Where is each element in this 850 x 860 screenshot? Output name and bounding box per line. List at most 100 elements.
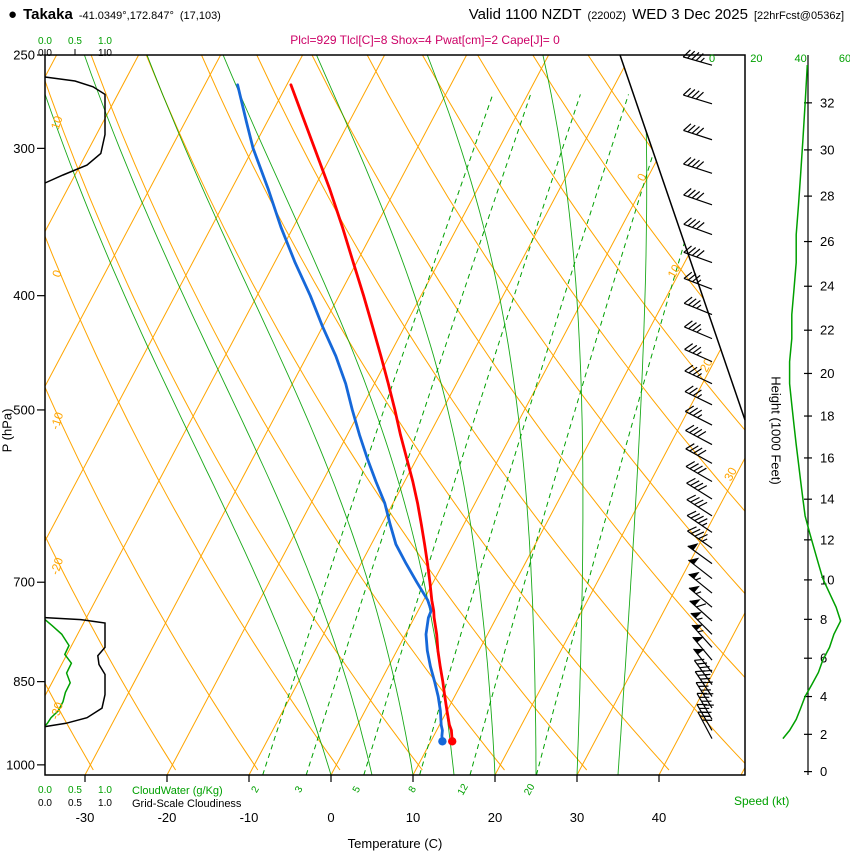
wind-barb	[687, 526, 713, 549]
cloudiness-outlines	[44, 76, 106, 728]
height-tick-label: 0	[820, 764, 827, 779]
cloudwater-scale-top: 0.0 0.5 1.0	[30, 37, 120, 47]
height-tick-label: 12	[820, 532, 834, 547]
station-grid-point: (17,103)	[179, 10, 221, 22]
cloudiness-tick: 0.0	[38, 798, 52, 809]
height-tick-label: 2	[820, 727, 827, 742]
cloudwater-tick: 0.5	[68, 36, 82, 47]
speed-axis-label: Speed (kt)	[734, 794, 790, 808]
height-tick-label: 16	[820, 450, 834, 465]
wind-barb	[685, 460, 713, 483]
temperature-tick-label: -10	[240, 810, 259, 825]
station-marker-icon: ●	[8, 6, 18, 23]
wind-barb	[696, 703, 713, 731]
mixing-ratio-label: 2	[250, 784, 263, 795]
wind-barb	[691, 624, 713, 648]
wind-barb	[683, 188, 713, 206]
wind-barb	[682, 49, 713, 66]
cloudiness-scale-bottom: 0.0 0.5 1.0 Grid-Scale Cloudiness	[30, 798, 241, 810]
wind-barb	[683, 156, 713, 174]
valid-zulu: (2200Z)	[587, 10, 627, 22]
grid-scale-cloudiness-profile	[44, 76, 106, 184]
mixing-ratio-label: 8	[407, 784, 420, 795]
forecast-tag: [22hrFcst@0536z]	[753, 10, 844, 22]
dry-adiabat-label: 10	[48, 114, 66, 131]
surface-dewpoint-dot	[438, 737, 447, 746]
speed-tick-label: 0	[709, 53, 715, 65]
grid-scale-cloudiness-profile	[44, 616, 106, 728]
pressure-tick-label: 700	[13, 575, 35, 590]
wind-barb	[683, 217, 713, 236]
cloudiness-tick: 0.5	[68, 798, 82, 809]
pressure-tick-label: 500	[13, 402, 35, 417]
wind-barb	[688, 571, 713, 594]
pressure-tick-label: 850	[13, 674, 35, 689]
dry-adiabat-label: -30	[47, 700, 66, 721]
height-axis-label: Height (1000 Feet)	[768, 376, 784, 485]
wind-barb	[683, 123, 713, 141]
isotherm-label: 0	[634, 171, 650, 184]
pressure-tick-label: 400	[13, 288, 35, 303]
wind-barb	[690, 612, 713, 635]
pressure-tick-label: 1000	[6, 757, 35, 772]
wind-barb	[693, 658, 713, 685]
surface-temperature-dot	[448, 737, 457, 746]
height-tick-label: 22	[820, 323, 834, 338]
temperature-tick-label: 20	[488, 810, 502, 825]
stability-indices: Plcl=929 Tlcl[C]=8 Shox=4 Pwat[cm]=2 Cap…	[290, 33, 560, 47]
isotherm-label: 10	[665, 262, 684, 281]
height-tick-label: 28	[820, 189, 834, 204]
wind-barbs	[682, 49, 714, 739]
speed-tick-label: 40	[795, 53, 807, 65]
height-tick-label: 10	[820, 572, 834, 587]
cloudwater-axis-label: CloudWater (g/Kg)	[132, 785, 223, 797]
wind-barb	[683, 271, 713, 290]
dry-adiabat-label: -10	[48, 410, 67, 431]
title-bar: ● Takaka -41.0349°,172.847° (17,103) Val…	[8, 6, 844, 23]
corner-cut-line	[619, 54, 746, 421]
wind-barb	[687, 543, 713, 565]
dewpoint-curve	[236, 83, 444, 743]
mixing-ratio-label: 20	[522, 782, 537, 798]
temperature-tick-label: 30	[570, 810, 584, 825]
valid-date: WED 3 Dec 2025	[632, 6, 748, 23]
height-tick-label: 14	[820, 492, 834, 507]
mixing-ratio-lines	[262, 94, 729, 775]
dry-adiabat-label: -20	[48, 555, 67, 576]
valid-time: Valid 1100 NZDT	[468, 6, 582, 23]
isotherm-label: 30	[721, 465, 740, 484]
wind-barb	[686, 510, 713, 533]
dry-adiabats	[45, 55, 745, 771]
isotherm-label: 20	[697, 356, 716, 375]
wind-barb	[692, 636, 713, 661]
wind-barb	[684, 385, 713, 406]
grid-lines	[45, 55, 745, 775]
wind-barb	[685, 443, 713, 464]
pressure-axis-label: P (hPa)	[0, 408, 15, 453]
wind-barb	[685, 424, 713, 446]
wind-barb	[688, 585, 713, 608]
height-tick-label: 20	[820, 366, 834, 381]
wind-barb	[682, 87, 713, 105]
height-tick-label: 4	[820, 689, 827, 704]
wind-barb	[684, 320, 713, 340]
temperature-tick-label: 10	[406, 810, 420, 825]
wind-barb	[683, 245, 713, 264]
cloudwater-tick: 1.0	[98, 785, 112, 796]
temperature-tick-label: -20	[158, 810, 177, 825]
wind-barb	[687, 557, 713, 580]
temperature-tick-label: -30	[76, 810, 95, 825]
temperature-tick-label: 40	[652, 810, 666, 825]
height-tick-label: 18	[820, 409, 834, 424]
pressure-tick-label: 250	[13, 48, 35, 63]
temperature-tick-label: 0	[327, 810, 334, 825]
grid-line-labels: 0 10 20 30 10 0 -10 -20 -30 2 3 5 8 12 20	[47, 114, 740, 797]
plot-frame	[44, 54, 746, 776]
speed-scale: 0 20 40 60	[709, 53, 850, 740]
wind-barb	[683, 296, 713, 316]
wind-barb	[686, 494, 713, 517]
mixing-ratio-label: 5	[351, 784, 364, 795]
wind-barb	[684, 343, 713, 363]
